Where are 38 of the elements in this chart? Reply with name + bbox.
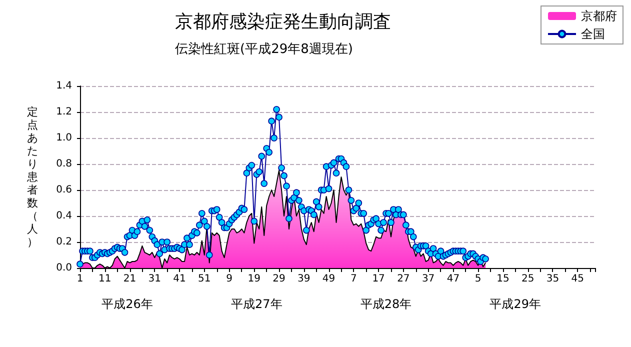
y-tick-label: 0.2 (56, 236, 72, 248)
y-tick-label: 1.4 (56, 80, 72, 92)
text: 平成28年 (360, 297, 412, 311)
x-tick-label: 15 (496, 274, 510, 284)
text: 平成27年 (231, 297, 282, 311)
x-tick-label: 37 (422, 274, 435, 284)
x-tick-label: 51 (198, 274, 211, 284)
y-tick-label: 0.8 (56, 158, 72, 170)
x-tick-label: 49 (322, 274, 336, 284)
x-tick-label: 31 (148, 274, 162, 284)
x-tick-label: 9 (226, 274, 232, 284)
legend-label: 京都府 (581, 9, 617, 23)
x-tick-label: 47 (446, 274, 460, 284)
y-tick-label: 0.6 (56, 184, 72, 196)
y-tick-label: 0.0 (56, 262, 72, 274)
x-tick-label: 35 (546, 274, 560, 284)
x-tick-label: 7 (350, 274, 357, 284)
x-tick-label: 5 (474, 274, 482, 284)
x-tick-label: 11 (98, 274, 112, 284)
x-tick-label: 27 (397, 274, 410, 284)
x-tick-label: 17 (372, 274, 385, 284)
y-tick-label: 1.0 (56, 132, 72, 144)
x-tick-label: 19 (248, 274, 261, 284)
x-tick-label: 29 (272, 274, 286, 284)
chart-subtitle: 伝染性紅斑(平成29年8週現在) (175, 42, 353, 57)
x-tick-label: 21 (123, 274, 136, 284)
text: 平成29年 (490, 297, 542, 311)
x-tick-label: 25 (521, 274, 534, 284)
legend-label: 全国 (581, 27, 605, 41)
x-tick-label: 39 (298, 274, 310, 284)
x-tick-label: 45 (571, 274, 584, 284)
x-tick-label: 41 (173, 274, 186, 284)
text: 平成26年 (102, 297, 153, 311)
y-tick-label: 0.4 (56, 210, 72, 222)
y-tick-label: 1.2 (56, 106, 72, 118)
x-tick-label: 1 (76, 274, 84, 284)
text: 定点あたり患者数（人） (27, 106, 38, 248)
chart-title: 京都府感染症発生動向調査 (175, 12, 391, 32)
